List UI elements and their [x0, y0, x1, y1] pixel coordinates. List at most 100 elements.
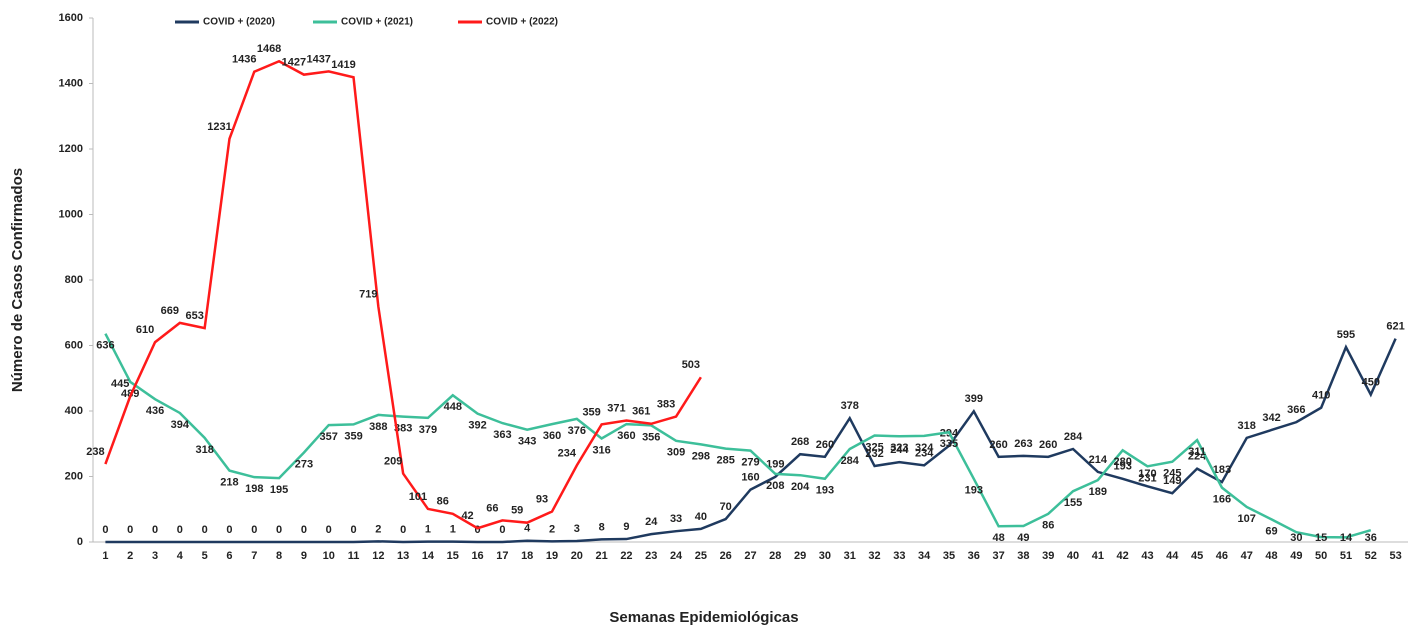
data-label: 231: [1138, 472, 1156, 484]
data-label: 199: [766, 459, 784, 471]
data-label: 1: [450, 524, 456, 536]
data-label: 30: [1290, 532, 1302, 544]
data-label: 363: [493, 429, 511, 441]
data-label: 323: [890, 442, 908, 454]
data-label: 392: [468, 420, 486, 432]
data-label: 244: [890, 444, 909, 456]
data-label: 93: [536, 493, 548, 505]
data-label: 86: [437, 496, 449, 508]
data-label: 273: [295, 458, 313, 470]
data-label: 383: [657, 398, 675, 410]
data-label: 49: [1017, 532, 1029, 544]
x-tick-label: 33: [893, 550, 905, 562]
x-tick-label: 37: [992, 550, 1004, 562]
data-label: 383: [394, 422, 412, 434]
data-label: 410: [1312, 390, 1330, 402]
data-label: 15: [1315, 532, 1327, 544]
x-tick-label: 3: [152, 550, 158, 562]
data-label: 359: [582, 406, 600, 418]
data-label: 342: [1262, 412, 1280, 424]
data-label: 245: [1163, 468, 1181, 480]
data-label: 436: [146, 405, 164, 417]
x-tick-label: 38: [1017, 550, 1029, 562]
data-label: 70: [720, 501, 732, 513]
data-label: 260: [989, 439, 1007, 451]
data-label: 357: [320, 431, 338, 443]
x-tick-label: 50: [1315, 550, 1327, 562]
x-tick-label: 20: [571, 550, 583, 562]
x-tick-label: 36: [968, 550, 980, 562]
data-label: 0: [152, 524, 158, 536]
data-label: 450: [1362, 377, 1380, 389]
data-label: 1436: [232, 54, 256, 66]
x-tick-label: 39: [1042, 550, 1054, 562]
x-tick-label: 25: [695, 550, 707, 562]
data-label: 42: [461, 510, 473, 522]
data-label: 1468: [257, 43, 281, 55]
data-label: 268: [791, 436, 809, 448]
x-tick-label: 32: [868, 550, 880, 562]
data-label: 2: [549, 523, 555, 535]
data-label: 193: [965, 485, 983, 497]
x-tick-label: 45: [1191, 550, 1203, 562]
data-label: 325: [865, 441, 883, 453]
data-label: 107: [1238, 513, 1256, 525]
data-label: 0: [251, 524, 257, 536]
x-axis-label: Semanas Epidemiológicas: [609, 609, 798, 626]
data-label: 14: [1340, 532, 1353, 544]
data-label: 0: [202, 524, 208, 536]
x-tick-label: 17: [496, 550, 508, 562]
data-label: 1419: [331, 59, 355, 71]
series-line: [104, 333, 1372, 539]
x-tick-label: 15: [447, 550, 459, 562]
data-label: 318: [1238, 420, 1256, 432]
data-label: 170: [1138, 468, 1156, 480]
data-label: 234: [915, 447, 934, 459]
data-label: 359: [344, 430, 362, 442]
x-tick-label: 11: [348, 550, 360, 562]
x-tick-label: 34: [918, 550, 931, 562]
data-label: 8: [599, 521, 605, 533]
x-tick-label: 42: [1117, 550, 1129, 562]
data-label: 356: [642, 431, 660, 443]
data-label: 653: [185, 310, 203, 322]
data-label: 595: [1337, 329, 1355, 341]
data-label: 376: [568, 425, 586, 437]
x-tick-label: 9: [301, 550, 307, 562]
data-label: 285: [717, 455, 735, 467]
y-tick-label: 800: [65, 274, 83, 286]
x-tick-label: 5: [202, 550, 208, 562]
data-label: 318: [195, 444, 213, 456]
data-label: 445: [111, 378, 129, 390]
data-label: 621: [1386, 321, 1404, 333]
data-label: 214: [1089, 454, 1108, 466]
x-tick-label: 53: [1389, 550, 1401, 562]
x-tick-label: 31: [844, 550, 856, 562]
data-label: 0: [102, 524, 108, 536]
data-label: 198: [245, 483, 263, 495]
data-label: 324: [915, 442, 934, 454]
data-label: 360: [543, 430, 561, 442]
data-label: 1: [425, 524, 431, 536]
data-label: 0: [301, 524, 307, 536]
data-label: 260: [1039, 439, 1057, 451]
data-label: 3: [574, 523, 580, 535]
x-tick-label: 18: [521, 550, 533, 562]
x-tick-label: 44: [1166, 550, 1179, 562]
data-label: 193: [816, 485, 834, 497]
data-label: 193: [1113, 461, 1131, 473]
data-label: 0: [127, 524, 133, 536]
data-label: 263: [1014, 438, 1032, 450]
data-label: 101: [409, 491, 427, 503]
x-tick-label: 2: [127, 550, 133, 562]
x-tick-label: 52: [1365, 550, 1377, 562]
data-label: 86: [1042, 520, 1054, 532]
x-tick-label: 13: [397, 550, 409, 562]
data-label: 40: [695, 511, 707, 523]
data-label: 4: [524, 523, 531, 535]
legend-label: COVID + (2021): [341, 17, 413, 28]
x-tick-label: 1: [102, 550, 108, 562]
y-tick-label: 600: [65, 339, 83, 351]
data-label: 610: [136, 324, 154, 336]
